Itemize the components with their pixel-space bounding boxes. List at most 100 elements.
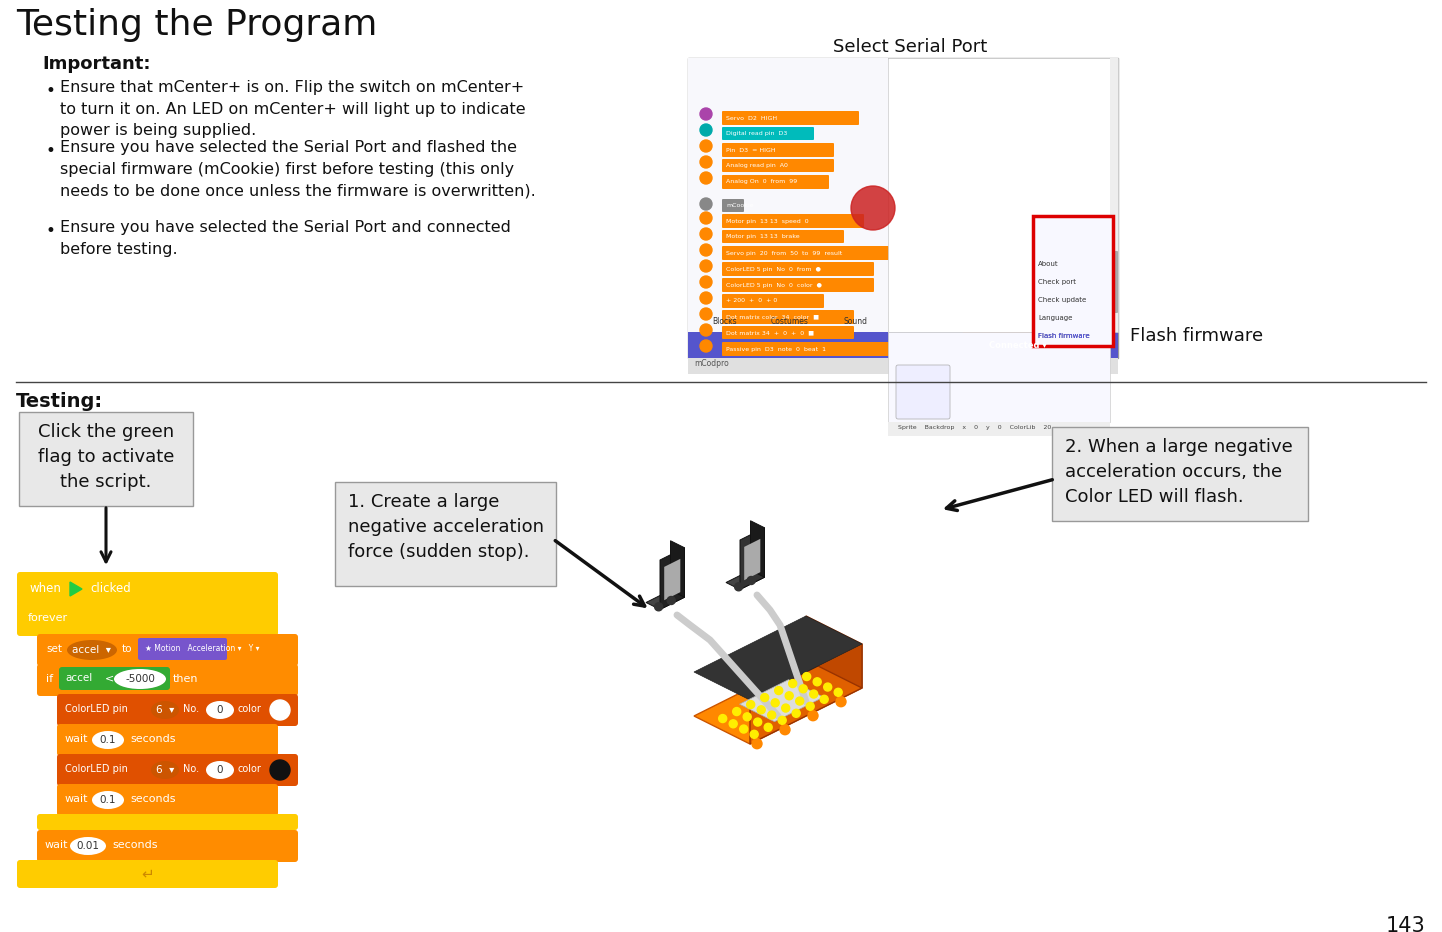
Circle shape bbox=[699, 140, 712, 152]
Text: Dot matrix color  34  color  ■: Dot matrix color 34 color ■ bbox=[725, 314, 819, 320]
Circle shape bbox=[820, 695, 828, 704]
FancyBboxPatch shape bbox=[722, 230, 844, 243]
FancyBboxPatch shape bbox=[17, 572, 278, 606]
FancyBboxPatch shape bbox=[722, 159, 833, 172]
Text: Sprite    Backdrop    x    0    y    0    ColorLib    20: Sprite Backdrop x 0 y 0 ColorLib 20 bbox=[898, 426, 1051, 431]
FancyBboxPatch shape bbox=[688, 58, 888, 332]
Ellipse shape bbox=[92, 731, 124, 749]
Text: 2. When a large negative
acceleration occurs, the
Color LED will flash.: 2. When a large negative acceleration oc… bbox=[1066, 438, 1292, 506]
Circle shape bbox=[699, 198, 712, 210]
Circle shape bbox=[751, 739, 761, 748]
Text: mCookie: mCookie bbox=[725, 203, 754, 208]
Circle shape bbox=[779, 717, 786, 724]
Ellipse shape bbox=[151, 701, 179, 719]
Circle shape bbox=[699, 212, 712, 224]
Text: 0.1: 0.1 bbox=[99, 795, 117, 805]
FancyBboxPatch shape bbox=[722, 214, 864, 228]
Circle shape bbox=[743, 713, 751, 720]
Circle shape bbox=[747, 701, 754, 708]
Text: color: color bbox=[238, 704, 262, 714]
FancyBboxPatch shape bbox=[58, 724, 278, 756]
Text: then: then bbox=[173, 674, 199, 684]
Text: Click the green
flag to activate
the script.: Click the green flag to activate the scr… bbox=[37, 423, 174, 491]
FancyBboxPatch shape bbox=[888, 422, 1110, 436]
Polygon shape bbox=[806, 616, 862, 688]
Text: 0.1: 0.1 bbox=[99, 735, 117, 745]
Text: wait: wait bbox=[65, 794, 88, 804]
FancyBboxPatch shape bbox=[895, 365, 950, 419]
FancyBboxPatch shape bbox=[722, 175, 829, 189]
FancyBboxPatch shape bbox=[1110, 251, 1118, 313]
Text: set: set bbox=[46, 644, 62, 654]
FancyBboxPatch shape bbox=[688, 358, 1118, 374]
FancyBboxPatch shape bbox=[722, 262, 874, 276]
Text: seconds: seconds bbox=[112, 840, 157, 850]
Polygon shape bbox=[665, 559, 681, 600]
Text: Important:: Important: bbox=[42, 55, 150, 73]
Text: ColorLED 5 pin  No  0  from  ●: ColorLED 5 pin No 0 from ● bbox=[725, 267, 820, 271]
FancyBboxPatch shape bbox=[58, 694, 298, 726]
FancyBboxPatch shape bbox=[335, 482, 557, 586]
Circle shape bbox=[808, 711, 818, 720]
Circle shape bbox=[699, 172, 712, 184]
Text: 0: 0 bbox=[216, 765, 224, 775]
Circle shape bbox=[813, 678, 820, 686]
FancyBboxPatch shape bbox=[688, 312, 1118, 332]
Circle shape bbox=[733, 707, 741, 716]
Text: forever: forever bbox=[27, 613, 68, 623]
FancyBboxPatch shape bbox=[966, 334, 1070, 356]
FancyBboxPatch shape bbox=[17, 860, 278, 888]
Circle shape bbox=[270, 760, 290, 780]
FancyBboxPatch shape bbox=[17, 602, 278, 636]
Ellipse shape bbox=[206, 761, 234, 779]
Text: seconds: seconds bbox=[130, 794, 176, 804]
Circle shape bbox=[799, 685, 808, 692]
Circle shape bbox=[757, 706, 766, 714]
FancyBboxPatch shape bbox=[59, 667, 170, 690]
Polygon shape bbox=[694, 660, 862, 744]
Text: Flash firmware: Flash firmware bbox=[1131, 327, 1263, 345]
Text: -5000: -5000 bbox=[125, 674, 154, 684]
Circle shape bbox=[803, 673, 810, 680]
Polygon shape bbox=[694, 616, 862, 700]
FancyBboxPatch shape bbox=[722, 326, 854, 339]
Circle shape bbox=[780, 725, 790, 734]
Circle shape bbox=[750, 731, 758, 738]
FancyBboxPatch shape bbox=[19, 412, 193, 506]
Text: accel  ▾: accel ▾ bbox=[72, 645, 111, 655]
Circle shape bbox=[699, 228, 712, 240]
Text: Digital read pin  D3: Digital read pin D3 bbox=[725, 131, 787, 136]
Ellipse shape bbox=[92, 791, 124, 809]
Text: Pin  D3  = HIGH: Pin D3 = HIGH bbox=[725, 147, 776, 153]
Circle shape bbox=[767, 711, 776, 720]
Text: Dot matrix 34  +  0  +  0  ■: Dot matrix 34 + 0 + 0 ■ bbox=[725, 330, 813, 335]
Ellipse shape bbox=[206, 701, 234, 719]
Text: Ensure you have selected the Serial Port and flashed the
special firmware (mCook: Ensure you have selected the Serial Port… bbox=[61, 140, 536, 199]
FancyBboxPatch shape bbox=[1032, 216, 1113, 346]
Text: Motor pin  13 13  brake: Motor pin 13 13 brake bbox=[725, 234, 800, 239]
Circle shape bbox=[836, 697, 846, 706]
Text: seconds: seconds bbox=[130, 734, 176, 744]
Circle shape bbox=[774, 687, 783, 694]
Text: accel: accel bbox=[65, 673, 92, 683]
Circle shape bbox=[782, 704, 790, 712]
Text: 143: 143 bbox=[1386, 916, 1425, 932]
FancyBboxPatch shape bbox=[888, 332, 1110, 422]
Text: No.: No. bbox=[183, 764, 199, 774]
FancyBboxPatch shape bbox=[828, 313, 884, 331]
Text: Check port: Check port bbox=[1038, 279, 1076, 285]
Text: wait: wait bbox=[45, 840, 69, 850]
Circle shape bbox=[699, 324, 712, 336]
Circle shape bbox=[810, 690, 818, 698]
FancyBboxPatch shape bbox=[37, 830, 298, 862]
Circle shape bbox=[796, 697, 803, 705]
FancyBboxPatch shape bbox=[722, 310, 854, 324]
Text: Testing:: Testing: bbox=[16, 392, 104, 411]
FancyBboxPatch shape bbox=[58, 754, 298, 786]
Circle shape bbox=[761, 693, 769, 702]
FancyBboxPatch shape bbox=[722, 294, 823, 308]
Circle shape bbox=[740, 725, 748, 733]
FancyBboxPatch shape bbox=[1053, 427, 1308, 521]
Circle shape bbox=[734, 582, 743, 591]
Circle shape bbox=[699, 260, 712, 272]
